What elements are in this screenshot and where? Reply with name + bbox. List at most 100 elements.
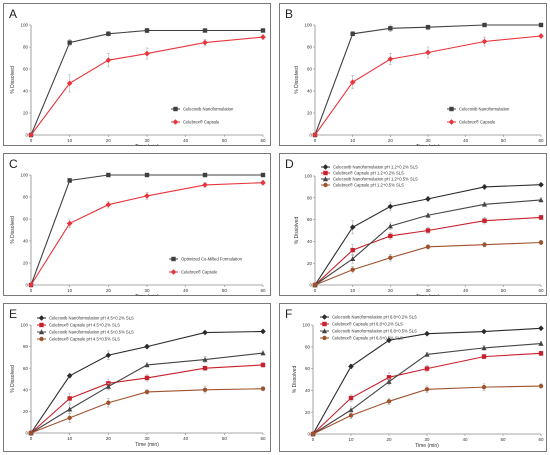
panel-label: B bbox=[285, 7, 293, 21]
data-point bbox=[310, 431, 316, 437]
y-axis-label: % Dissolved bbox=[10, 365, 16, 393]
legend-marker bbox=[323, 170, 328, 176]
legend-label: Celecoxib Nanoformulation pH 1.2+0.5% SL… bbox=[333, 177, 418, 182]
data-point bbox=[481, 384, 487, 390]
x-tick-label: 40 bbox=[183, 138, 189, 143]
chart-panel-b: B 0 10 20 30 40 50 60 0 20 40 60 80 100 Time (min) % Di… bbox=[279, 3, 547, 146]
data-point bbox=[424, 330, 430, 337]
legend-label: Celecoxib Nanoformulation pH 4.5+0.5% SL… bbox=[49, 330, 134, 335]
legend-label: Celebrex® Capsule bbox=[183, 120, 220, 125]
data-point bbox=[425, 25, 431, 30]
x-tick-label: 0 bbox=[30, 288, 33, 293]
y-tick-label: 0 bbox=[309, 283, 312, 288]
x-tick-label: 10 bbox=[67, 138, 73, 143]
data-point bbox=[312, 282, 318, 288]
data-point bbox=[482, 242, 487, 247]
panel-label: F bbox=[285, 307, 292, 321]
data-point bbox=[481, 201, 488, 207]
chart-panel-e: E 0 10 20 30 40 50 60 0 20 40 60 80 100 Time (min) % Di… bbox=[3, 303, 271, 452]
series-line bbox=[30, 174, 263, 286]
legend-marker bbox=[170, 269, 177, 275]
x-axis-label: Time (min) bbox=[416, 294, 440, 296]
panel-border bbox=[279, 153, 547, 296]
y-tick-label: 20 bbox=[23, 409, 29, 414]
x-tick-label: 40 bbox=[462, 437, 468, 442]
data-point bbox=[202, 39, 208, 46]
data-point bbox=[28, 430, 34, 436]
y-tick-label: 40 bbox=[23, 89, 29, 94]
data-point bbox=[348, 407, 354, 413]
x-tick-label: 40 bbox=[183, 436, 189, 441]
series-line bbox=[312, 352, 542, 435]
legend-marker bbox=[322, 321, 327, 327]
data-point bbox=[67, 40, 72, 45]
data-point bbox=[260, 28, 266, 33]
y-tick-label: 40 bbox=[305, 388, 311, 393]
legend-label: Celebrex® Capsule pH 1.2+0.5% SLS bbox=[333, 183, 404, 188]
x-tick-label: 50 bbox=[501, 138, 507, 143]
legend-marker bbox=[448, 119, 455, 125]
data-point bbox=[144, 172, 150, 178]
series-line bbox=[30, 36, 264, 136]
data-point bbox=[538, 340, 544, 346]
chart-panel-c: C 0 10 20 30 40 50 60 0 20 40 60 80 100 Time (min) % Di… bbox=[3, 153, 271, 296]
data-point bbox=[144, 389, 150, 395]
legend-label: Celecoxib Nanoformulation pH 4.5+0.2% SL… bbox=[49, 316, 134, 321]
x-tick-label: 0 bbox=[30, 436, 33, 441]
legend-marker bbox=[322, 176, 329, 182]
panel-border bbox=[3, 153, 271, 296]
series-line bbox=[314, 35, 542, 136]
data-point bbox=[481, 328, 487, 335]
data-point bbox=[144, 375, 150, 381]
x-tick-label: 0 bbox=[30, 138, 33, 143]
x-tick-label: 30 bbox=[144, 288, 150, 293]
data-point bbox=[350, 31, 355, 36]
data-point bbox=[202, 356, 208, 362]
legend-marker bbox=[38, 315, 45, 321]
y-tick-label: 100 bbox=[304, 23, 312, 28]
x-tick-label: 20 bbox=[106, 288, 112, 293]
data-point bbox=[105, 57, 112, 63]
y-tick-label: 60 bbox=[23, 366, 29, 371]
x-tick-label: 20 bbox=[388, 288, 394, 293]
x-tick-label: 0 bbox=[314, 138, 317, 143]
data-point bbox=[260, 350, 266, 356]
data-point bbox=[202, 182, 208, 188]
data-point bbox=[144, 362, 150, 368]
x-tick-label: 30 bbox=[424, 437, 430, 442]
y-tick-label: 0 bbox=[25, 431, 28, 436]
data-point bbox=[66, 220, 73, 227]
series-line bbox=[30, 29, 263, 136]
data-point bbox=[312, 132, 318, 138]
legend: Celecoxib Nanoformulation pH 6.8+0.2% SL… bbox=[320, 314, 417, 341]
data-point bbox=[202, 172, 208, 178]
series-line bbox=[30, 364, 264, 434]
legend-label: Celebrex® Capsule bbox=[181, 270, 218, 275]
panel-label: E bbox=[9, 307, 17, 321]
x-tick-label: 60 bbox=[538, 138, 544, 143]
series-2 bbox=[28, 34, 266, 138]
series-4 bbox=[312, 240, 544, 288]
data-point bbox=[144, 28, 150, 33]
legend: Celecoxib Nanoformulation pH 4.5+0.2% SL… bbox=[37, 315, 134, 342]
x-tick-label: 50 bbox=[501, 288, 507, 293]
data-point bbox=[67, 396, 72, 401]
legend-marker bbox=[171, 256, 176, 262]
chart-panel-f: F 0 10 20 30 40 50 60 0 20 40 60 80 100 Time (min) % Di… bbox=[279, 303, 547, 452]
x-tick-label: 20 bbox=[106, 436, 112, 441]
data-point bbox=[538, 351, 544, 356]
y-tick-label: 40 bbox=[307, 239, 313, 244]
x-tick-label: 60 bbox=[538, 437, 544, 442]
y-tick-label: 80 bbox=[23, 195, 29, 200]
series-line bbox=[312, 385, 542, 435]
legend-label: Celebrex® Capsule pH 4.5+0.2% SLS bbox=[49, 323, 120, 328]
legend-marker bbox=[321, 328, 328, 334]
data-point bbox=[350, 256, 356, 262]
x-tick-label: 40 bbox=[463, 288, 469, 293]
chart-panel-d: D 0 10 20 30 40 50 60 0 20 40 60 80 100 Time (min) % Di… bbox=[279, 153, 547, 296]
x-tick-label: 30 bbox=[425, 288, 431, 293]
x-axis-label: Time (min) bbox=[135, 294, 159, 296]
data-point bbox=[105, 383, 111, 389]
legend-marker bbox=[39, 322, 44, 328]
